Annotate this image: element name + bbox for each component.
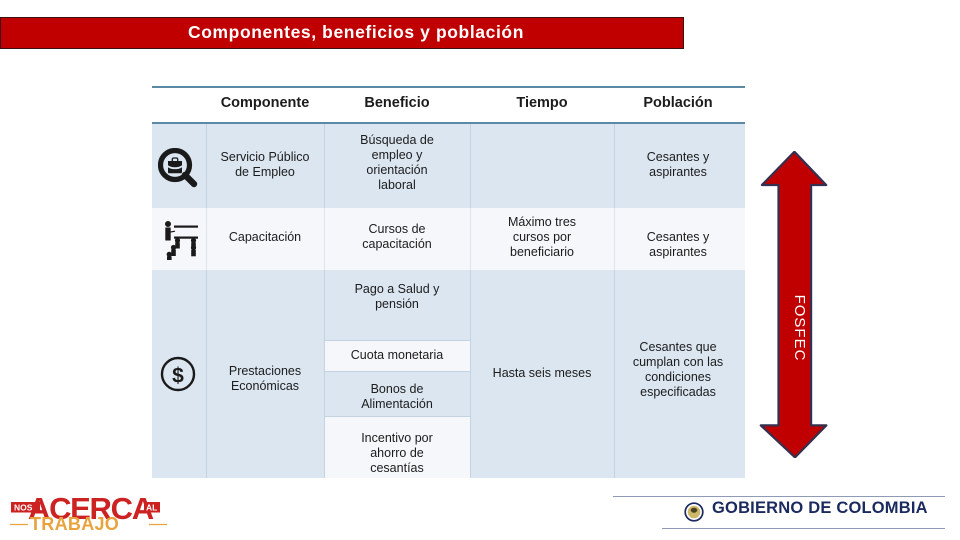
svg-text:NOS: NOS <box>14 503 33 513</box>
svg-text:$: $ <box>172 365 184 388</box>
svg-text:FOSFEC: FOSFEC <box>791 294 808 361</box>
svg-text:AL: AL <box>146 503 157 513</box>
svg-text:TRABAJO: TRABAJO <box>30 514 119 533</box>
